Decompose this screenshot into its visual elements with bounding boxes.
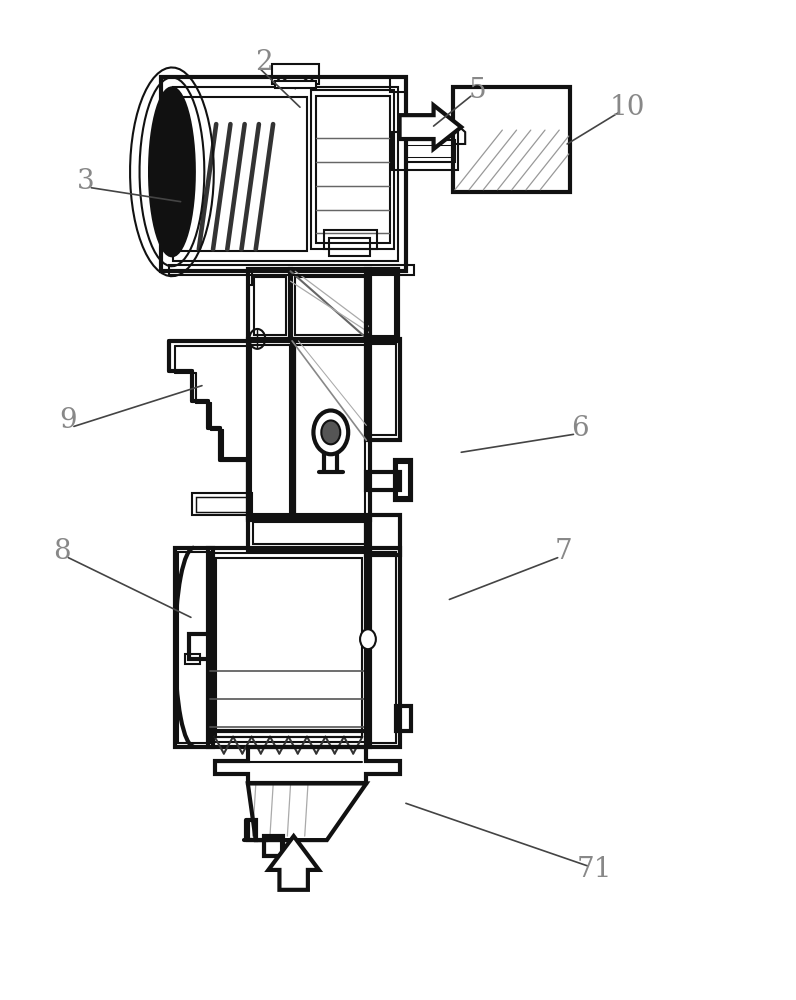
Polygon shape bbox=[400, 105, 461, 149]
Bar bbox=[263, 836, 283, 856]
Bar bbox=[196, 497, 249, 512]
Text: 6: 6 bbox=[571, 415, 588, 442]
Text: 7: 7 bbox=[555, 538, 573, 565]
Bar bbox=[248, 516, 369, 550]
Bar bbox=[366, 548, 400, 747]
Bar bbox=[178, 552, 210, 743]
Bar bbox=[397, 463, 409, 497]
Bar bbox=[209, 548, 369, 747]
Bar bbox=[175, 548, 213, 747]
Text: 2: 2 bbox=[255, 49, 272, 76]
Bar bbox=[366, 515, 400, 555]
Bar bbox=[169, 265, 414, 275]
Bar bbox=[291, 269, 369, 341]
Polygon shape bbox=[149, 87, 195, 256]
Bar bbox=[193, 493, 252, 515]
Circle shape bbox=[360, 629, 376, 649]
Bar bbox=[369, 344, 396, 435]
Bar bbox=[295, 277, 365, 335]
Bar bbox=[330, 238, 370, 256]
Bar bbox=[275, 81, 316, 88]
Bar bbox=[369, 552, 396, 743]
Bar bbox=[248, 270, 252, 285]
Polygon shape bbox=[268, 836, 319, 890]
Circle shape bbox=[322, 420, 341, 444]
Bar bbox=[396, 706, 411, 731]
Bar bbox=[254, 277, 286, 335]
Bar bbox=[248, 269, 291, 341]
Bar bbox=[366, 339, 400, 440]
Bar bbox=[454, 87, 570, 192]
Bar bbox=[248, 339, 294, 520]
Text: 71: 71 bbox=[576, 856, 612, 883]
Bar bbox=[311, 90, 394, 249]
Bar bbox=[392, 132, 458, 170]
Bar bbox=[181, 97, 307, 251]
Bar bbox=[369, 274, 395, 336]
Bar bbox=[324, 230, 377, 249]
Bar bbox=[271, 64, 319, 84]
Bar bbox=[406, 145, 455, 157]
Circle shape bbox=[314, 411, 348, 454]
Bar bbox=[252, 522, 365, 544]
Text: 5: 5 bbox=[468, 77, 486, 104]
Bar bbox=[161, 77, 406, 271]
Bar bbox=[316, 96, 390, 243]
Bar bbox=[251, 345, 291, 514]
Text: 3: 3 bbox=[77, 168, 95, 195]
Bar bbox=[406, 140, 455, 162]
Text: 8: 8 bbox=[53, 538, 71, 565]
Bar bbox=[265, 839, 281, 855]
Bar bbox=[185, 654, 201, 664]
Bar bbox=[189, 634, 213, 659]
Bar bbox=[292, 339, 369, 520]
Bar bbox=[295, 345, 365, 514]
Text: 10: 10 bbox=[610, 94, 645, 121]
Bar bbox=[390, 77, 406, 92]
Text: 9: 9 bbox=[59, 407, 76, 434]
Bar bbox=[213, 553, 365, 742]
Bar bbox=[366, 269, 398, 341]
Bar bbox=[366, 472, 400, 490]
Bar bbox=[217, 558, 362, 737]
Bar bbox=[173, 87, 398, 261]
Bar bbox=[395, 460, 411, 500]
Bar bbox=[248, 820, 256, 840]
